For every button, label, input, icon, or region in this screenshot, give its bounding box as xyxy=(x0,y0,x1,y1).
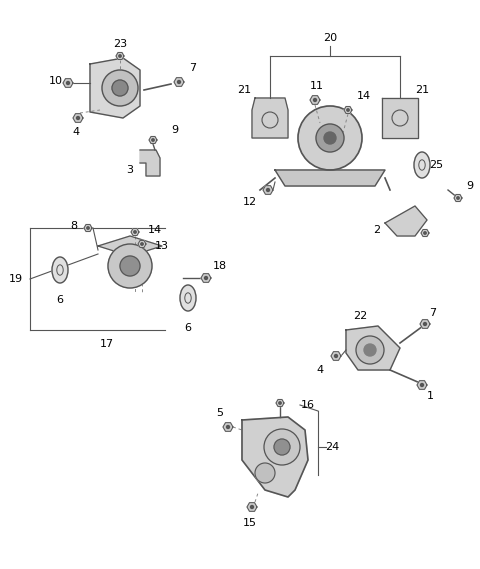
Circle shape xyxy=(255,463,275,483)
Circle shape xyxy=(279,402,281,404)
Text: 6: 6 xyxy=(57,295,63,305)
Polygon shape xyxy=(131,229,139,236)
Polygon shape xyxy=(385,206,427,236)
Text: 8: 8 xyxy=(71,221,78,231)
Text: 3: 3 xyxy=(127,165,133,175)
Ellipse shape xyxy=(180,285,196,311)
Circle shape xyxy=(335,354,337,357)
Text: 15: 15 xyxy=(243,518,257,528)
Circle shape xyxy=(251,505,253,509)
Text: 25: 25 xyxy=(429,160,443,170)
Polygon shape xyxy=(98,236,162,256)
Text: 19: 19 xyxy=(9,274,23,284)
Polygon shape xyxy=(73,114,83,122)
Polygon shape xyxy=(63,79,73,87)
Text: 12: 12 xyxy=(243,197,257,207)
Circle shape xyxy=(87,227,89,229)
Text: 23: 23 xyxy=(113,39,127,49)
Polygon shape xyxy=(331,352,341,360)
Text: 11: 11 xyxy=(310,81,324,91)
Polygon shape xyxy=(382,98,418,138)
Polygon shape xyxy=(421,229,429,237)
Circle shape xyxy=(204,277,207,279)
Text: 17: 17 xyxy=(100,339,114,349)
Circle shape xyxy=(347,109,349,111)
Text: 16: 16 xyxy=(301,400,315,410)
Text: 22: 22 xyxy=(353,311,367,321)
Circle shape xyxy=(112,80,128,96)
Polygon shape xyxy=(275,170,385,186)
Circle shape xyxy=(457,197,459,199)
Polygon shape xyxy=(247,502,257,512)
Circle shape xyxy=(274,439,290,455)
Polygon shape xyxy=(149,137,157,143)
Text: 21: 21 xyxy=(415,85,429,95)
Circle shape xyxy=(356,336,384,364)
Polygon shape xyxy=(346,326,400,370)
Text: 9: 9 xyxy=(171,125,179,135)
Text: 7: 7 xyxy=(190,63,197,73)
Text: 21: 21 xyxy=(237,85,251,95)
Polygon shape xyxy=(116,52,124,60)
Polygon shape xyxy=(420,320,430,328)
Polygon shape xyxy=(454,195,462,201)
Circle shape xyxy=(141,243,143,245)
Text: 4: 4 xyxy=(72,127,80,137)
Text: 2: 2 xyxy=(373,225,381,235)
Circle shape xyxy=(423,323,427,325)
Circle shape xyxy=(264,429,300,465)
Polygon shape xyxy=(252,98,288,138)
Circle shape xyxy=(134,231,136,233)
Text: 24: 24 xyxy=(325,442,339,452)
Ellipse shape xyxy=(52,257,68,283)
Text: 6: 6 xyxy=(184,323,192,333)
Polygon shape xyxy=(276,399,284,406)
Polygon shape xyxy=(344,106,352,113)
Circle shape xyxy=(108,244,152,288)
Circle shape xyxy=(119,55,121,57)
Text: 20: 20 xyxy=(323,33,337,43)
Polygon shape xyxy=(84,225,92,232)
Circle shape xyxy=(316,124,344,152)
Polygon shape xyxy=(174,78,184,86)
Text: 10: 10 xyxy=(49,76,63,86)
Text: 4: 4 xyxy=(316,365,324,375)
Circle shape xyxy=(298,106,362,170)
Ellipse shape xyxy=(414,152,430,178)
Polygon shape xyxy=(201,274,211,282)
Circle shape xyxy=(420,384,423,386)
Circle shape xyxy=(178,80,180,84)
Polygon shape xyxy=(90,58,140,118)
Text: 9: 9 xyxy=(467,181,474,191)
Circle shape xyxy=(266,188,269,192)
Circle shape xyxy=(313,98,316,101)
Circle shape xyxy=(324,132,336,144)
Polygon shape xyxy=(263,185,273,195)
Circle shape xyxy=(227,426,229,428)
Circle shape xyxy=(120,256,140,276)
Polygon shape xyxy=(138,241,146,248)
Polygon shape xyxy=(140,150,160,176)
Circle shape xyxy=(67,81,70,85)
Circle shape xyxy=(152,139,154,141)
Text: 18: 18 xyxy=(213,261,227,271)
Text: 7: 7 xyxy=(430,308,437,318)
Text: 14: 14 xyxy=(148,225,162,235)
Text: 14: 14 xyxy=(357,91,371,101)
Text: 1: 1 xyxy=(427,391,433,401)
Text: 13: 13 xyxy=(155,241,169,251)
Circle shape xyxy=(76,117,80,119)
Polygon shape xyxy=(242,417,308,497)
Circle shape xyxy=(424,232,426,234)
Polygon shape xyxy=(310,96,320,104)
Circle shape xyxy=(102,70,138,106)
Polygon shape xyxy=(417,381,427,389)
Text: 5: 5 xyxy=(216,408,224,418)
Circle shape xyxy=(364,344,376,356)
Polygon shape xyxy=(223,423,233,431)
